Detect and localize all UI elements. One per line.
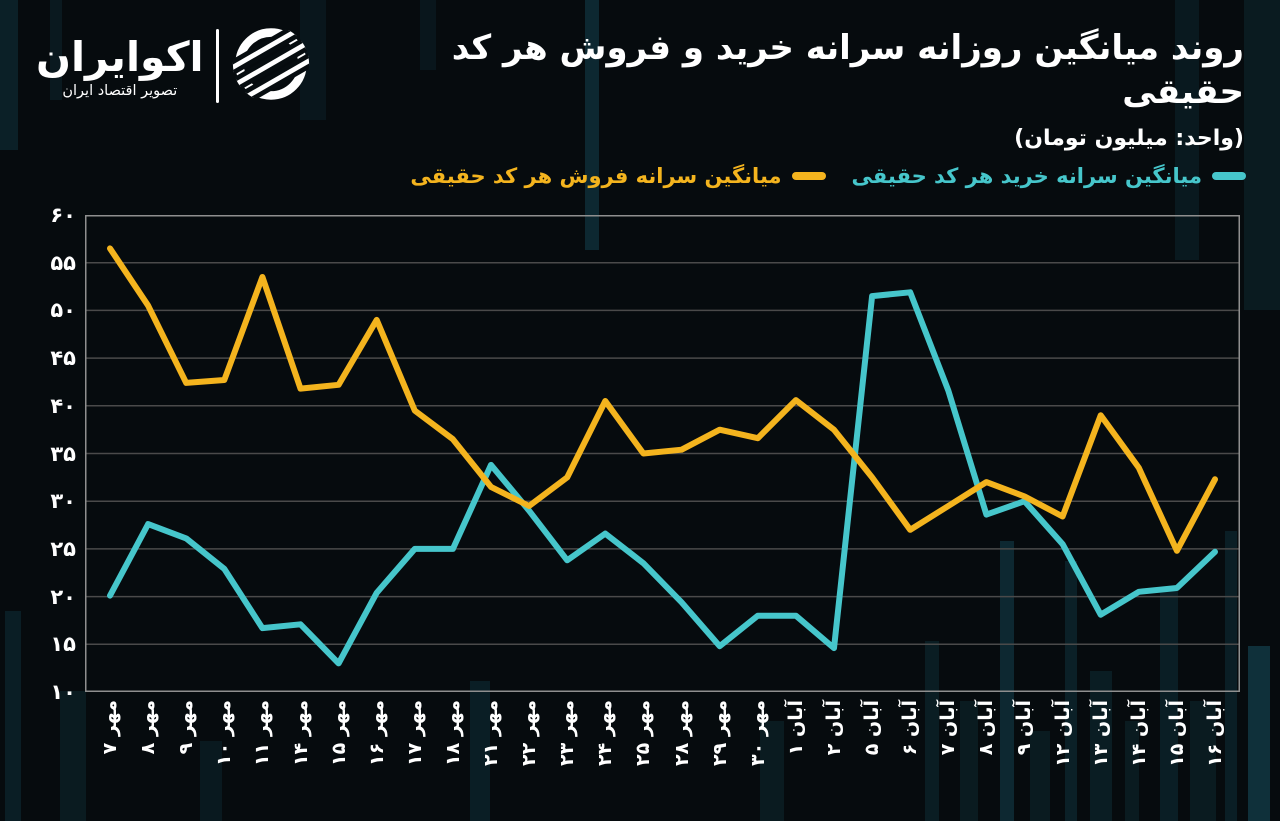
x-tick-label: آبان ۹ bbox=[1013, 700, 1036, 756]
background-bar bbox=[1244, 0, 1280, 310]
y-tick-label: ۴۰ bbox=[50, 393, 76, 418]
header: روند میانگین روزانه سرانه خرید و فروش هر… bbox=[424, 26, 1244, 151]
x-tick-label: مهر ۲۱ bbox=[480, 700, 503, 766]
x-tick-label: آبان ۱۶ bbox=[1204, 700, 1226, 767]
x-tick-label: مهر ۱۱ bbox=[251, 700, 274, 766]
logo-separator bbox=[215, 29, 219, 103]
x-tick-label: مهر ۲۴ bbox=[594, 700, 617, 766]
ecoiran-logo: اکوایران تصویر اقتصاد ایران bbox=[36, 24, 311, 108]
legend-item-buy: میانگین سرانه خرید هر کد حقیقی bbox=[852, 164, 1246, 188]
x-tick-label: مهر ۲۳ bbox=[556, 700, 579, 766]
x-tick-label: مهر ۱۴ bbox=[289, 700, 312, 766]
y-tick-label: ۱۵ bbox=[50, 632, 76, 657]
logo-name: اکوایران bbox=[36, 33, 204, 81]
buy-series-swatch bbox=[1212, 172, 1246, 180]
legend: میانگین سرانه خرید هر کد حقیقی میانگین س… bbox=[410, 164, 1246, 188]
x-tick-label: آبان ۵ bbox=[861, 700, 884, 756]
buy-series-label: میانگین سرانه خرید هر کد حقیقی bbox=[851, 164, 1202, 188]
y-tick-label: ۳۰ bbox=[50, 489, 76, 514]
y-tick-label: ۲۵ bbox=[50, 536, 76, 561]
x-tick-label: آبان ۷ bbox=[937, 700, 960, 756]
x-tick-label: مهر ۹ bbox=[175, 700, 198, 755]
x-tick-label: مهر ۳۰ bbox=[746, 700, 769, 766]
x-tick-label: آبان ۱۵ bbox=[1165, 700, 1188, 767]
x-tick-label: مهر ۲۵ bbox=[632, 700, 655, 766]
x-tick-label: آبان ۸ bbox=[975, 700, 998, 756]
y-tick-label: ۱۰ bbox=[50, 680, 76, 704]
logo-tagline: تصویر اقتصاد ایران bbox=[62, 83, 178, 99]
x-tick-label: مهر ۲۲ bbox=[518, 700, 541, 766]
legend-item-sell: میانگین سرانه فروش هر کد حقیقی bbox=[410, 164, 826, 188]
x-tick-label: مهر ۱۸ bbox=[441, 700, 464, 766]
sell-series-swatch bbox=[791, 172, 826, 180]
x-tick-label: مهر ۱۷ bbox=[403, 700, 426, 766]
x-tick-label: مهر ۲۹ bbox=[708, 700, 731, 766]
sell-series-label: میانگین سرانه فروش هر کد حقیقی bbox=[410, 164, 782, 188]
plot-border bbox=[85, 215, 1240, 692]
y-tick-label: ۵۵ bbox=[50, 250, 76, 275]
sell-line bbox=[107, 245, 1218, 554]
x-tick-label: مهر ۱۵ bbox=[327, 700, 350, 766]
x-tick-label: آبان ۲ bbox=[822, 700, 845, 756]
page-title: روند میانگین روزانه سرانه خرید و فروش هر… bbox=[451, 28, 1244, 112]
logo-text: اکوایران تصویر اقتصاد ایران bbox=[36, 33, 204, 99]
y-tick-label: ۲۰ bbox=[50, 584, 76, 609]
buy-line bbox=[107, 289, 1218, 667]
background-bar bbox=[60, 691, 86, 821]
x-tick-label: مهر ۷ bbox=[99, 700, 121, 755]
x-tick-label: آبان ۶ bbox=[899, 700, 922, 756]
x-tick-label: مهر ۸ bbox=[137, 700, 160, 755]
y-tick-label: ۴۵ bbox=[50, 346, 76, 371]
y-tick-label: ۳۵ bbox=[50, 441, 76, 466]
background-bar bbox=[0, 0, 18, 150]
background-bar bbox=[1248, 646, 1270, 821]
x-tick-label: آبان ۱ bbox=[784, 700, 807, 756]
x-tick-label: مهر ۲۸ bbox=[670, 700, 693, 766]
x-tick-label: آبان ۱۲ bbox=[1051, 700, 1074, 767]
y-tick-label: ۵۰ bbox=[50, 298, 76, 323]
line-chart bbox=[85, 215, 1240, 692]
x-tick-label: مهر ۱۰ bbox=[213, 700, 236, 766]
unit-label: (واحد: میلیون تومان) bbox=[1014, 126, 1244, 151]
ecoiran-emblem-icon bbox=[231, 24, 311, 108]
x-tick-label: آبان ۱۳ bbox=[1089, 700, 1112, 767]
y-tick-label: ۶۰ bbox=[50, 203, 76, 227]
x-tick-label: مهر ۱۶ bbox=[365, 700, 388, 766]
x-tick-label: آبان ۱۴ bbox=[1127, 700, 1150, 767]
plot-area bbox=[85, 215, 1240, 692]
